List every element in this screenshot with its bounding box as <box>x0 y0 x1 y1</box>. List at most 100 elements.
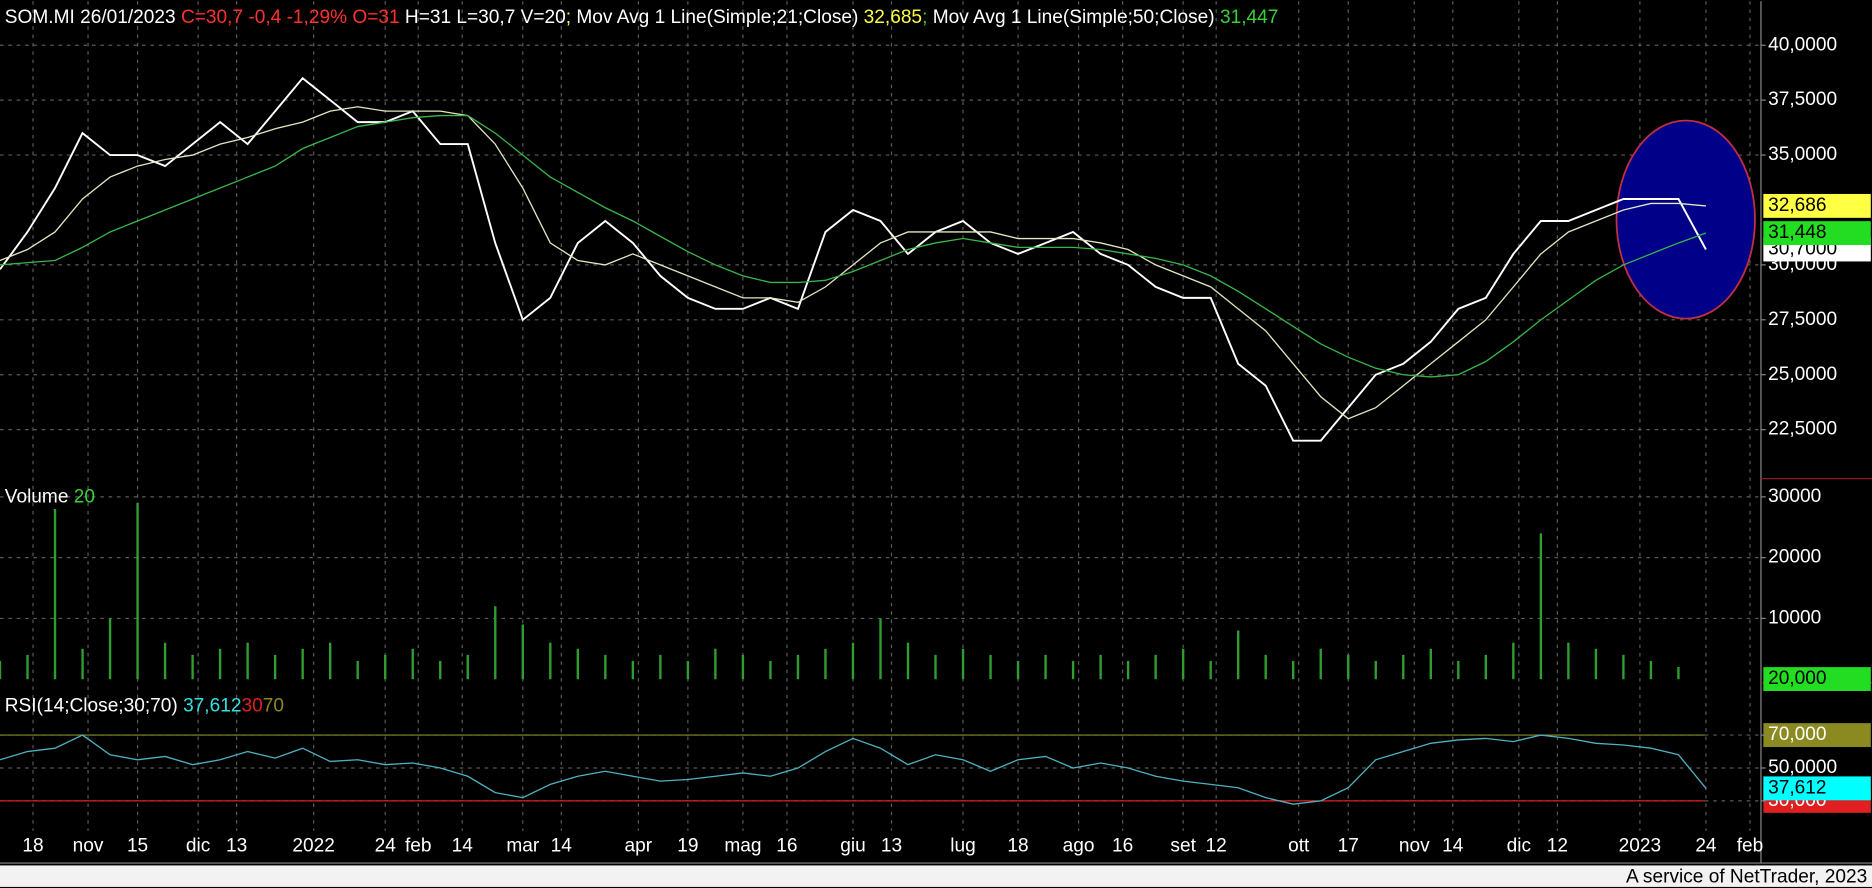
x-tick-label: 16 <box>1112 835 1133 856</box>
volume-bar <box>218 648 222 680</box>
volume-bar <box>108 618 112 680</box>
y-tick-label: 50,0000 <box>1768 757 1837 778</box>
volume-bar <box>1099 654 1102 680</box>
header-segment: Volume <box>5 487 74 508</box>
last-value-box <box>1763 193 1871 218</box>
header-segment: C=30,7 -0,4 -1,29% O=31 <box>181 7 405 28</box>
level-label: 30 <box>241 696 262 717</box>
y-tick-label: 10000 <box>1768 607 1821 628</box>
panel-header: RSI(14;Close;30;70) 37,6123070 <box>5 696 284 717</box>
volume-bar <box>934 654 937 680</box>
x-tick-label: apr <box>625 835 653 856</box>
volume-bar <box>466 654 469 680</box>
volume-bar <box>494 606 497 680</box>
last-value-label: 37,612 <box>1768 777 1826 798</box>
volume-bar <box>1374 660 1377 680</box>
volume-bar <box>1402 654 1405 680</box>
volume-bar <box>1236 630 1240 680</box>
last-value-box <box>1763 221 1871 246</box>
x-tick-label: 14 <box>452 835 474 856</box>
header-segment: 32,685 <box>864 7 922 28</box>
x-tick-label: 15 <box>127 835 148 856</box>
volume-bar <box>1181 648 1185 680</box>
header-segment: 31,447 <box>1220 7 1278 28</box>
header-segment: RSI(14;Close;30;70) <box>5 696 183 717</box>
volume-bar <box>1264 654 1267 680</box>
y-tick-label: 40,0000 <box>1768 34 1837 55</box>
volume-bar <box>1044 654 1047 680</box>
x-tick-label: 16 <box>776 835 797 856</box>
x-tick-label: ott <box>1288 835 1310 856</box>
footer-bar <box>0 865 1872 887</box>
x-tick-label: feb <box>1737 835 1764 856</box>
volume-bar <box>136 502 139 680</box>
volume-bar <box>356 660 359 680</box>
volume-bar <box>1622 654 1625 680</box>
x-tick-label: nov <box>1399 835 1430 856</box>
volume-bar <box>1512 642 1515 680</box>
volume-bar <box>1539 533 1543 680</box>
header-segment: 37,612 <box>183 696 241 717</box>
header-segment: Mov Avg 1 Line(Simple;21;Close) <box>576 7 863 28</box>
series-line <box>0 734 1707 805</box>
header-segment: 20 <box>74 487 95 508</box>
volume-bar <box>1677 667 1680 680</box>
x-tick-label: 13 <box>881 835 902 856</box>
x-tick-label: 13 <box>226 835 247 856</box>
x-tick-label: dic <box>1507 835 1532 856</box>
volume-bar <box>384 654 387 680</box>
x-tick-label: mag <box>724 835 761 856</box>
volume-bar <box>1209 660 1212 680</box>
x-tick-label: set <box>1170 835 1196 856</box>
panel-header: SOM.MI 26/01/2023 C=30,7 -0,4 -1,29% O=3… <box>5 7 1279 28</box>
header-segment: SOM.MI 26/01/2023 <box>5 7 181 28</box>
x-tick-label: 12 <box>1547 835 1568 856</box>
volume-bar <box>824 648 827 680</box>
y-tick-label: 22,5000 <box>1768 419 1837 440</box>
series-line <box>0 114 1707 378</box>
volume-bar <box>1429 648 1432 680</box>
x-tick-label: feb <box>405 835 432 856</box>
volume-bar <box>328 642 332 680</box>
volume-bar <box>439 660 442 680</box>
x-tick-label: dic <box>186 835 211 856</box>
volume-bar <box>1292 660 1295 680</box>
y-tick-label: 70,000 <box>1768 724 1826 745</box>
volume-bar <box>1484 654 1488 680</box>
x-tick-label: 2023 <box>1619 835 1661 856</box>
volume-bar <box>686 660 690 680</box>
header-segment: ; <box>566 7 577 28</box>
x-tick-label: mar <box>506 835 540 856</box>
volume-bar <box>1071 660 1075 680</box>
volume-bar <box>411 648 414 680</box>
header-segment: H=31 L=30,7 V=20 <box>405 7 566 28</box>
volume-bar <box>81 648 84 680</box>
volume-bar <box>961 648 965 680</box>
volume-bar <box>906 642 910 680</box>
volume-bar <box>1319 648 1322 680</box>
volume-bar <box>989 654 992 680</box>
volume-bar <box>1594 648 1598 680</box>
volume-bar <box>796 654 800 680</box>
series-line <box>0 76 1707 442</box>
volume-bar <box>576 648 580 680</box>
x-tick-label: 17 <box>1338 835 1359 856</box>
x-tick-label: giu <box>840 835 865 856</box>
x-tick-label: nov <box>73 835 104 856</box>
last-value-box <box>1763 776 1871 801</box>
y-tick-label: 27,5000 <box>1768 309 1837 330</box>
volume-bar <box>246 642 249 680</box>
x-tick-label: lug <box>950 835 975 856</box>
last-value-label: 20,000 <box>1768 668 1826 689</box>
volume-bar <box>741 654 745 680</box>
volume-bar <box>851 642 855 680</box>
y-tick-label: 30000 <box>1768 486 1821 507</box>
footer-text: A service of NetTrader, 2023 <box>1626 866 1867 887</box>
volume-bar <box>163 642 167 680</box>
volume-bar <box>879 618 882 680</box>
x-tick-label: ago <box>1063 835 1095 856</box>
y-tick-label: 20000 <box>1768 547 1821 568</box>
volume-bar <box>769 660 772 680</box>
last-value-box <box>1763 667 1871 692</box>
